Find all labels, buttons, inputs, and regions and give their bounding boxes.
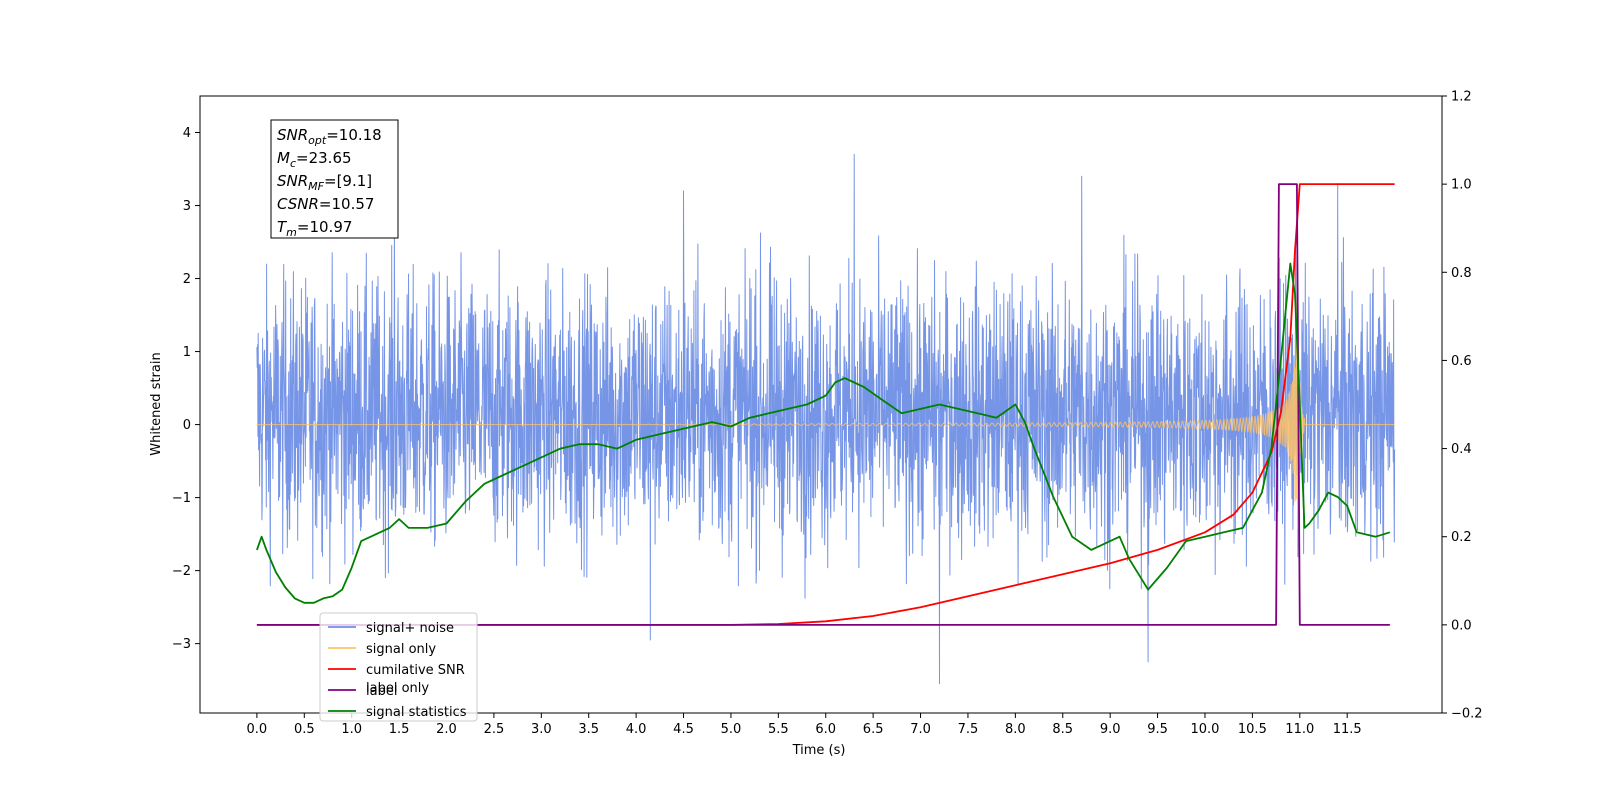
x-tick-label: 0.5 [294,722,315,737]
x-tick-label: 10.0 [1191,722,1220,737]
x-tick-label: 1.5 [389,722,410,737]
x-tick-label: 8.5 [1052,722,1073,737]
plot-frame [199,95,1443,714]
x-tick-label: 0.0 [247,722,268,737]
x-tick-label: 4.0 [626,722,647,737]
series-signal-only [256,294,1395,530]
y-tick-label: 0 [183,418,191,433]
x-axis: 0.0 0.5 1.0 1.5 2.0 2.5 3.0 3.5 4.0 4.5 5.0 5.5 6.0 6… [247,713,1362,737]
info-box-line: CSNR=10.57 [277,195,374,213]
x-tick-label: 4.5 [673,722,694,737]
legend-label: signal statistics [366,705,467,720]
x-tick-label: 11.5 [1333,722,1362,737]
y-axis-left: −3 −2 −1 0 1 2 3 4 [172,126,200,652]
x-tick-label: 3.5 [578,722,599,737]
x-tick-label: 3.0 [531,722,552,737]
y-tick-label: −3 [172,637,191,652]
y-tick-label: −2 [172,564,191,579]
series-signal-noise [256,153,1396,685]
x-tick-label: 9.5 [1147,722,1168,737]
x-tick-label: 9.0 [1100,722,1121,737]
x-axis-label: Time (s) [792,743,846,758]
info-box-frame [270,119,399,239]
y2-tick-label: 1.0 [1451,178,1472,193]
y-tick-label: −1 [172,491,191,506]
x-tick-label: 10.5 [1238,722,1267,737]
x-tick-label: 7.5 [958,722,979,737]
legend-label: signal+ noise [366,621,454,636]
x-tick-label: 6.5 [863,722,884,737]
y2-tick-label: 0.6 [1451,354,1472,369]
y2-tick-label: 0.8 [1451,266,1472,281]
series-label [256,183,1390,626]
y2-tick-label: −0.2 [1451,707,1483,722]
info-box-line: SNRopt=10.18 [277,126,382,147]
y2-tick-label: 0.2 [1451,530,1472,545]
legend: label only signal+ noise signal only cumila… [319,612,478,722]
legend-frame [319,612,478,722]
y-axis-right: −0.2 0.0 0.2 0.4 0.6 0.8 1.0 1.2 [1442,90,1483,722]
legend-label: label [366,684,397,699]
legend-hidden-text: label only [366,681,429,696]
legend-label: cumilative SNR [366,663,465,678]
legend-label: signal only [366,642,436,657]
x-tick-label: 1.0 [341,722,362,737]
y-tick-label: 1 [183,345,191,360]
y2-tick-label: 0.0 [1451,618,1472,633]
x-tick-label: 6.0 [815,722,836,737]
x-tick-label: 5.0 [721,722,742,737]
x-tick-label: 2.0 [436,722,457,737]
x-tick-label: 5.5 [768,722,789,737]
y-tick-label: 2 [183,272,191,287]
y-tick-label: 4 [183,126,191,141]
y2-tick-label: 1.2 [1451,90,1472,105]
x-tick-label: 8.0 [1005,722,1026,737]
series-signal-statistics [256,262,1391,604]
info-box-line: Tm=10.97 [277,218,352,239]
y2-tick-label: 0.4 [1451,442,1472,457]
series-layer [256,153,1396,685]
y-axis-label: Whitened strain [149,352,164,455]
y-tick-label: 3 [183,199,191,214]
x-tick-label: 11.0 [1285,722,1314,737]
info-box-line: SNRMF=[9.1] [277,172,372,193]
info-box-line: Mc=23.65 [277,149,352,170]
x-tick-label: 2.5 [484,722,505,737]
x-tick-label: 7.0 [910,722,931,737]
